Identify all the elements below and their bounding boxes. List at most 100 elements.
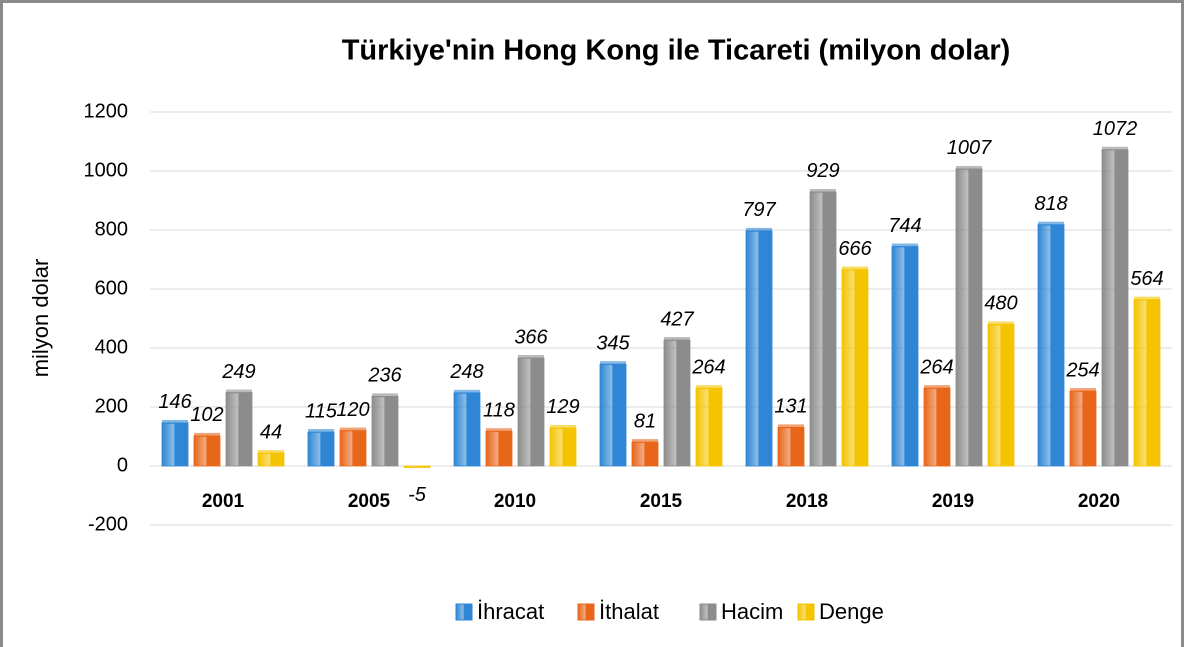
bar-cap — [778, 424, 804, 429]
value-label: 264 — [691, 356, 725, 378]
bar-cap — [842, 266, 868, 271]
value-label: 564 — [1130, 268, 1163, 290]
value-label: 131 — [774, 396, 807, 418]
bar-cap — [550, 424, 576, 429]
bar-cap — [518, 355, 544, 360]
bar-cap — [162, 419, 188, 424]
bar — [1101, 149, 1129, 467]
y-tick-label: 200 — [95, 395, 128, 417]
value-label: 146 — [158, 391, 192, 413]
bar — [745, 230, 773, 467]
y-tick-label: 600 — [95, 277, 128, 299]
value-label: 81 — [634, 410, 656, 432]
bar — [923, 387, 951, 467]
bar-cap — [600, 361, 626, 366]
y-tick-label: 0 — [117, 454, 128, 476]
value-label: 44 — [260, 421, 282, 443]
bar-cap — [1134, 296, 1160, 301]
bar — [599, 363, 627, 467]
y-tick-label: 1200 — [84, 100, 129, 122]
value-label: 236 — [367, 365, 402, 387]
value-label: 1072 — [1093, 118, 1138, 140]
legend-swatch — [699, 603, 717, 621]
bar-cap — [632, 439, 658, 444]
chart-title: Türkiye'nin Hong Kong ile Ticareti (mily… — [342, 35, 1011, 67]
y-tick-label: -200 — [88, 513, 128, 535]
legend-swatch — [577, 603, 595, 621]
bar — [307, 431, 335, 467]
value-label: 254 — [1065, 359, 1099, 381]
value-label: 345 — [596, 333, 630, 355]
bar — [1069, 390, 1097, 467]
value-label: 666 — [838, 238, 872, 260]
value-label: 129 — [546, 396, 579, 418]
value-label: 248 — [449, 361, 483, 383]
bar — [891, 246, 919, 467]
bar — [1133, 299, 1161, 467]
bar — [193, 435, 221, 467]
y-tick-label: 800 — [95, 218, 128, 240]
value-label: 929 — [806, 160, 839, 182]
value-label: 118 — [483, 399, 515, 421]
legend-label: İthalat — [599, 599, 659, 624]
bar — [841, 269, 869, 467]
x-tick-label: 2015 — [640, 491, 683, 512]
bar-cap — [308, 429, 334, 434]
bar — [485, 430, 513, 467]
bar — [517, 357, 545, 467]
value-label: 366 — [514, 326, 548, 348]
bar — [1037, 224, 1065, 467]
bar-cap — [746, 227, 772, 232]
bar-cap — [1070, 388, 1096, 393]
bar-cap — [194, 432, 220, 437]
x-tick-label: 2018 — [786, 491, 828, 512]
value-label: 102 — [190, 404, 223, 426]
bar-cap — [226, 389, 252, 394]
bar — [225, 392, 253, 467]
bar — [403, 465, 431, 468]
legend-swatch — [797, 603, 815, 621]
value-label: -5 — [408, 484, 427, 506]
value-label: 427 — [660, 308, 694, 330]
bar — [257, 452, 285, 467]
bar — [371, 395, 399, 467]
bar-cap — [696, 385, 722, 390]
value-label: 249 — [221, 361, 255, 383]
legend-label: Denge — [819, 599, 884, 624]
x-tick-label: 2019 — [932, 491, 974, 512]
bar — [549, 427, 577, 467]
x-tick-label: 2020 — [1078, 491, 1120, 512]
y-tick-label: 400 — [95, 336, 128, 358]
x-tick-label: 2001 — [202, 491, 245, 512]
legend-label: İhracat — [477, 599, 544, 624]
value-label: 264 — [919, 356, 953, 378]
bar-cap — [1102, 146, 1128, 151]
legend-swatch — [455, 603, 473, 621]
bar-cap — [1038, 221, 1064, 226]
bar — [955, 168, 983, 467]
y-axis-label: milyon dolar — [28, 259, 53, 378]
value-label: 115 — [305, 400, 338, 422]
bar-cap — [258, 450, 284, 455]
value-label: 1007 — [947, 137, 992, 159]
bar — [809, 191, 837, 467]
bar — [631, 441, 659, 467]
bar-cap — [372, 393, 398, 398]
bar-cap — [924, 385, 950, 390]
value-label: 744 — [888, 215, 921, 237]
bar-cap — [810, 188, 836, 193]
bar — [777, 426, 805, 467]
bar — [161, 422, 189, 467]
bar-cap — [340, 427, 366, 432]
value-label: 120 — [336, 399, 369, 421]
y-tick-label: 1000 — [84, 159, 129, 181]
bar-cap — [486, 428, 512, 433]
bar — [663, 339, 691, 467]
bar — [453, 392, 481, 467]
bar-cap — [454, 389, 480, 394]
bar-cap — [892, 243, 918, 248]
bar-cap — [988, 321, 1014, 326]
value-label: 797 — [742, 199, 776, 221]
